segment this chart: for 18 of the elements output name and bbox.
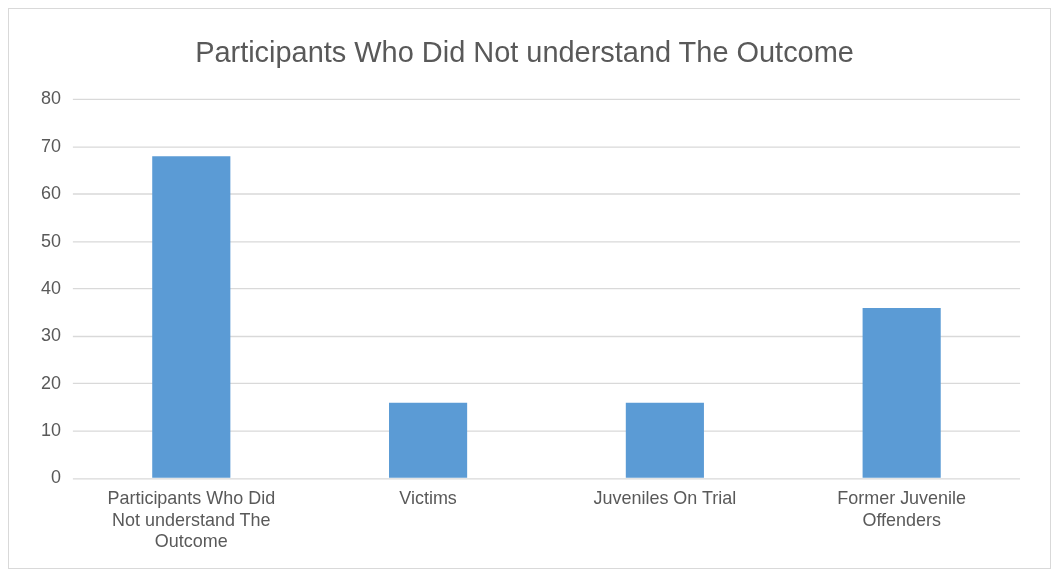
y-tick-label: 80 [40,88,61,109]
y-tick-label: 30 [40,325,61,346]
x-tick-label: Former Juvenile Offenders [837,488,967,530]
x-tick-label: Participants Who Did Not understand The Outcome [107,488,276,552]
y-tick-label: 20 [40,372,61,393]
y-tick-label: 50 [40,230,61,251]
y-tick-label: 60 [40,183,61,204]
y-tick-label: 0 [50,467,61,488]
x-tick-label: Victims [399,488,457,509]
chart-title: Participants Who Did Not understand The Outcome [195,36,854,69]
bar [862,307,941,478]
y-tick-label: 10 [40,420,61,441]
bar [625,402,704,478]
bar [389,402,468,478]
x-tick-label: Juveniles On Trial [593,488,737,509]
y-tick-label: 70 [40,135,61,156]
y-tick-label: 40 [40,277,61,298]
bar [152,156,231,478]
